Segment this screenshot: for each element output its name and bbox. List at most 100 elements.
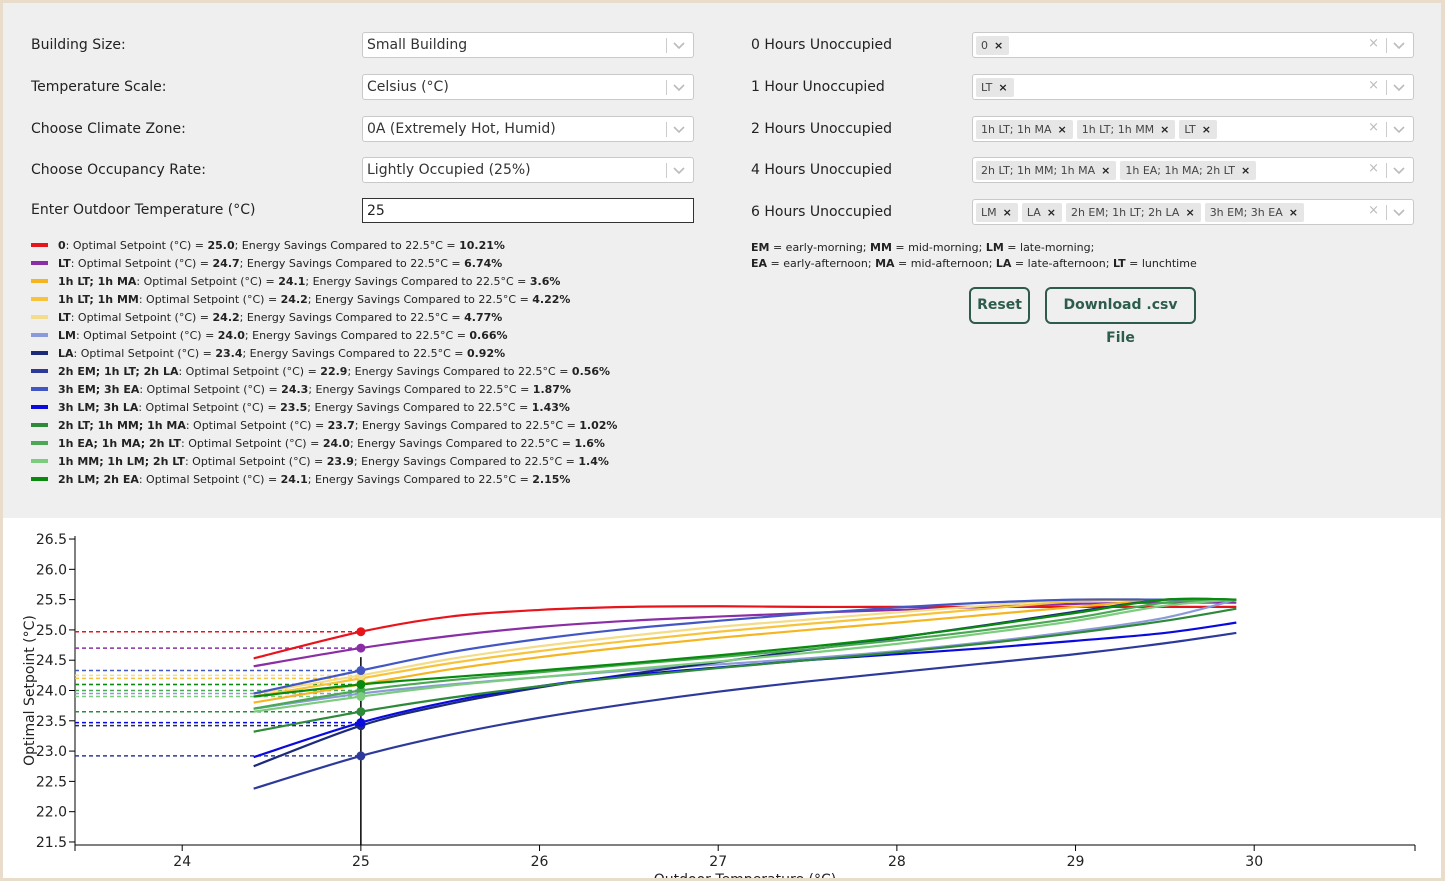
legend-text: : Optimal Setpoint (°C) = [75, 329, 218, 342]
legend-savings: 0.92% [466, 347, 506, 360]
unoccupied-multiselect[interactable]: 1h LT; 1h MA × 1h LT; 1h MM × LT × × [972, 116, 1414, 142]
tag-label: 1h EA; 1h MA; 2h LT [1125, 164, 1235, 177]
abbr-meaning: = early-afternoon; [767, 257, 876, 270]
tag-label: 2h LT; 1h MM; 1h MA [981, 164, 1096, 177]
clear-all-icon[interactable]: × [1368, 161, 1379, 176]
remove-tag-icon[interactable]: × [994, 39, 1004, 52]
download-csv-button[interactable]: Download .csv File [1045, 287, 1196, 346]
remove-tag-icon[interactable]: × [1160, 123, 1170, 136]
remove-tag-icon[interactable]: × [1241, 164, 1251, 177]
legend-setpoint: 24.2 [280, 293, 308, 306]
climate-zone-label: Choose Climate Zone: [31, 121, 186, 137]
chevron-down-icon[interactable] [1391, 78, 1407, 96]
reset-button[interactable]: Reset [969, 287, 1030, 324]
setpoint-marker[interactable] [356, 643, 366, 653]
setpoint-marker[interactable] [356, 627, 366, 637]
select-separator [1386, 38, 1387, 53]
abbr-meaning: = lunchtime [1125, 257, 1197, 270]
chevron-down-icon[interactable] [671, 36, 687, 54]
y-tick-label: 26.0 [36, 562, 67, 578]
clear-all-icon[interactable]: × [1368, 120, 1379, 135]
setpoint-marker[interactable] [356, 692, 366, 702]
unoccupied-multiselect[interactable]: 0 × × [972, 32, 1414, 58]
climate-zone-select[interactable]: 0A (Extremely Hot, Humid) [362, 116, 694, 142]
remove-tag-icon[interactable]: × [1057, 123, 1067, 136]
legend-text: : Optimal Setpoint (°C) = [73, 347, 216, 360]
chevron-down-icon[interactable] [1391, 120, 1407, 138]
selected-tag: LA × [1021, 203, 1062, 222]
legend-text: ; Energy Savings Compared to 22.5°C = [349, 437, 575, 450]
legend-name: 3h EM; 3h EA [58, 383, 140, 396]
occupancy-rate-select[interactable]: Lightly Occupied (25%) [362, 157, 694, 183]
chevron-down-icon[interactable] [671, 78, 687, 96]
legend-setpoint: 25.0 [207, 239, 235, 252]
remove-tag-icon[interactable]: × [1201, 123, 1211, 136]
remove-tag-icon[interactable]: × [1002, 206, 1012, 219]
remove-tag-icon[interactable]: × [998, 81, 1008, 94]
legend-swatch [31, 423, 48, 427]
setpoint-marker[interactable] [356, 751, 366, 761]
legend-text: ; Energy Savings Compared to 22.5°C = [242, 347, 467, 360]
selected-tag: 1h EA; 1h MA; 2h LT × [1120, 161, 1257, 180]
clear-all-icon[interactable]: × [1368, 36, 1379, 51]
remove-tag-icon[interactable]: × [1046, 206, 1056, 219]
legend-text: ; Energy Savings Compared to 22.5°C = [244, 329, 470, 342]
remove-tag-icon[interactable]: × [1101, 164, 1111, 177]
selected-tags: 0 × [976, 36, 1013, 55]
unoccupied-multiselect[interactable]: LM × LA × 2h EM; 1h LT; 2h LA × 3h EM; 3h EA × × [972, 199, 1414, 225]
tag-label: 3h EM; 3h EA [1209, 206, 1283, 219]
clear-all-icon[interactable]: × [1368, 78, 1379, 93]
select-separator [1386, 122, 1387, 137]
setpoint-marker[interactable] [356, 679, 366, 689]
chevron-down-icon[interactable] [671, 161, 687, 179]
series-line [253, 607, 1237, 733]
legend-item: 2h LM; 2h EA: Optimal Setpoint (°C) = 24… [31, 471, 570, 488]
legend-text: : Optimal Setpoint (°C) = [185, 419, 328, 432]
select-separator [1386, 80, 1387, 95]
legend-name: LM [58, 329, 76, 342]
occupancy-rate-label: Choose Occupancy Rate: [31, 162, 207, 178]
legend-setpoint: 24.1 [280, 473, 308, 486]
legend-swatch [31, 261, 48, 265]
climate-zone-value: 0A (Extremely Hot, Humid) [367, 121, 556, 137]
chevron-down-icon[interactable] [671, 120, 687, 138]
series-line [253, 598, 1237, 710]
remove-tag-icon[interactable]: × [1288, 206, 1298, 219]
legend-name: LT [58, 311, 71, 324]
legend-savings: 0.56% [571, 365, 611, 378]
legend-swatch [31, 297, 48, 301]
legend-text: : Optimal Setpoint (°C) = [184, 455, 327, 468]
legend-swatch [31, 477, 48, 481]
unoccupied-multiselect[interactable]: LT × × [972, 74, 1414, 100]
series-line [253, 631, 1237, 790]
building-size-value: Small Building [367, 37, 468, 53]
legend-item: LT: Optimal Setpoint (°C) = 24.7; Energy… [31, 255, 502, 272]
temperature-scale-select[interactable]: Celsius (°C) [362, 74, 694, 100]
legend-text: : Optimal Setpoint (°C) = [65, 239, 208, 252]
chevron-down-icon[interactable] [1391, 36, 1407, 54]
setpoint-marker[interactable] [356, 718, 366, 728]
legend-savings: 2.15% [532, 473, 571, 486]
unoccupied-multiselect[interactable]: 2h LT; 1h MM; 1h MA × 1h EA; 1h MA; 2h LT ×… [972, 157, 1414, 183]
series-line [253, 597, 1237, 704]
tag-label: 1h LT; 1h MA [981, 123, 1052, 136]
abbr-meaning: = late-morning; [1003, 241, 1095, 254]
clear-all-icon[interactable]: × [1368, 203, 1379, 218]
setpoint-marker[interactable] [356, 666, 366, 676]
legend-text: ; Energy Savings Compared to 22.5°C = [239, 257, 465, 270]
legend-savings: 1.87% [532, 383, 571, 396]
legend-text: : Optimal Setpoint (°C) = [138, 401, 281, 414]
x-axis-label: Outdoor Temperature (°C) [654, 872, 836, 878]
remove-tag-icon[interactable]: × [1185, 206, 1195, 219]
chevron-down-icon[interactable] [1391, 161, 1407, 179]
setpoint-marker[interactable] [356, 707, 366, 717]
legend-name: 1h EA; 1h MA; 2h LT [58, 437, 181, 450]
building-size-select[interactable]: Small Building [362, 32, 694, 58]
x-tick-label: 29 [1067, 854, 1085, 870]
outdoor-temp-input[interactable] [362, 198, 694, 223]
selected-tag: 1h LT; 1h MA × [976, 120, 1073, 139]
legend-swatch [31, 315, 48, 319]
chevron-down-icon[interactable] [1391, 203, 1407, 221]
tag-label: LM [981, 206, 997, 219]
legend-setpoint: 23.4 [215, 347, 243, 360]
